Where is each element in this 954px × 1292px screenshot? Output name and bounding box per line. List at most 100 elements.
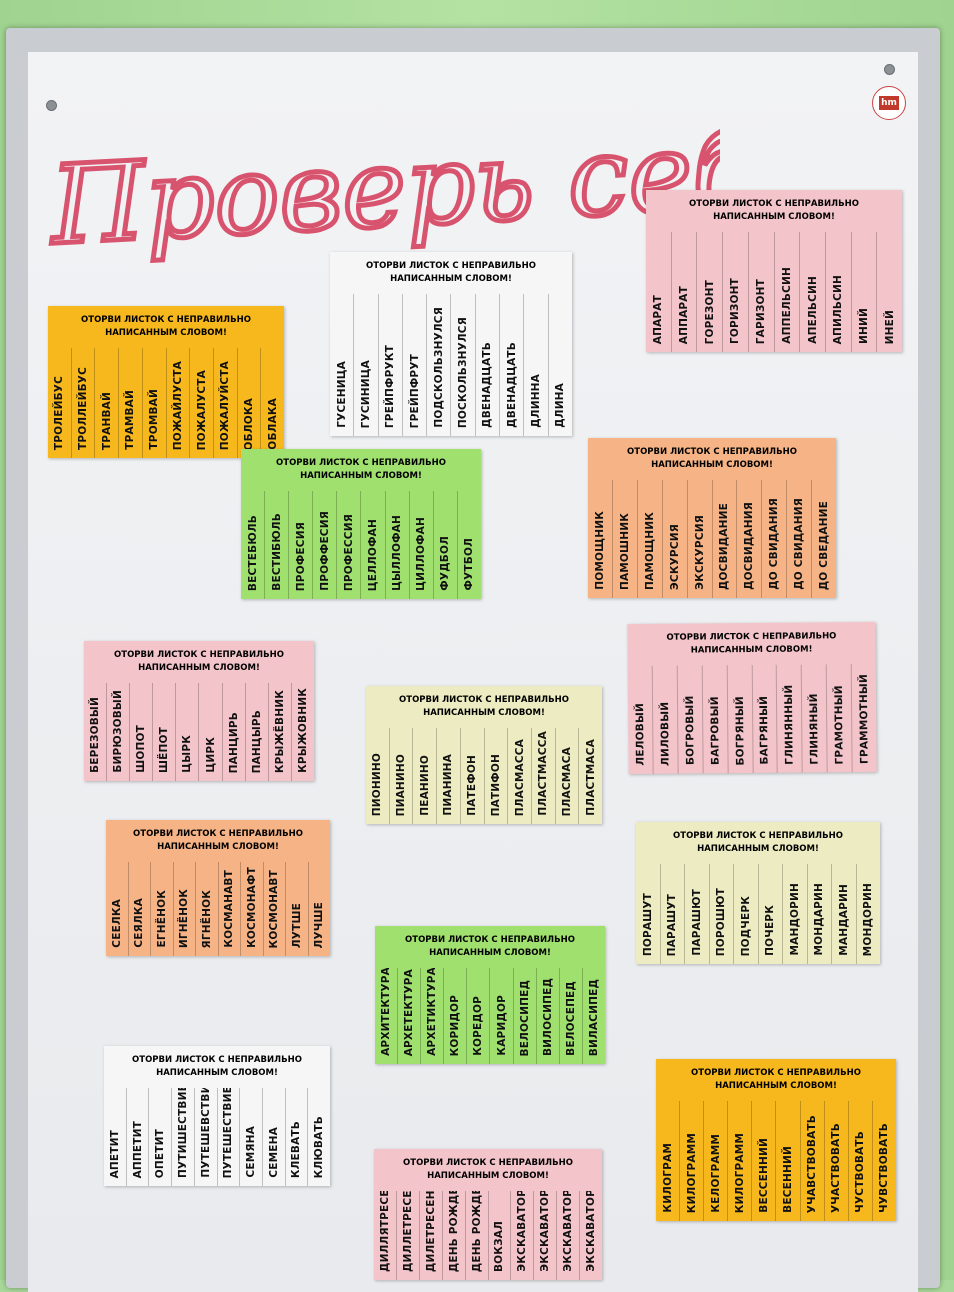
tear-off-strip[interactable]: ПАМОШНИК <box>611 480 637 598</box>
tear-off-strip[interactable]: КАРИДОР <box>489 968 512 1064</box>
tear-off-strip[interactable]: КИЛОГРАММ <box>679 1101 703 1221</box>
tear-off-strip[interactable]: БАГРЯНЫЙ <box>751 664 778 774</box>
tear-off-strip[interactable]: ПУТЕШЕСТВИЕ <box>216 1088 240 1186</box>
tear-off-strip[interactable]: ДЛИННА <box>523 294 547 436</box>
tear-off-strip[interactable]: ЛУЧШЕ <box>307 862 331 956</box>
tear-off-strip[interactable]: ПОЖАЛУСТА <box>189 348 213 458</box>
tear-off-strip[interactable]: ДЛИНА <box>547 294 572 436</box>
tear-off-strip[interactable]: ЦЫРК <box>175 683 198 781</box>
tear-off-strip[interactable]: АРХИТЕКТУРА <box>375 968 397 1064</box>
tear-off-strip[interactable]: БИРЮЗОВЫЙ <box>106 683 129 781</box>
tear-off-strip[interactable]: ПАТЕФОН <box>459 728 484 824</box>
tear-off-strip[interactable]: ДО СВИДАНИЯ <box>786 480 811 598</box>
tear-off-strip[interactable]: ПЕАНИНО <box>412 728 436 824</box>
tear-off-strip[interactable]: КИЛОГРАМ <box>656 1101 679 1221</box>
tear-off-strip[interactable]: ПЛАСМАССА <box>507 728 531 824</box>
tear-off-strip[interactable]: ПАРАШУТ <box>659 864 685 964</box>
tear-off-strip[interactable]: ПРОФЕССИЯ <box>336 491 360 599</box>
tear-off-strip[interactable]: ПАТИФОН <box>483 728 508 824</box>
tear-off-strip[interactable]: ТРАМВАЙ <box>118 348 142 458</box>
tear-off-strip[interactable]: КОСМОНАВТ <box>262 862 286 956</box>
tear-off-strip[interactable]: ПОСКОЛЬЗНУЛСЯ <box>450 294 474 436</box>
tear-off-strip[interactable]: АРХЕТИКТУРА <box>420 968 443 1064</box>
tear-off-strip[interactable]: ЦЕЛЛОФАН <box>360 491 384 599</box>
tear-off-strip[interactable]: ВЕЛОСЕПЕД <box>558 968 582 1064</box>
tear-off-strip[interactable]: ДИЛЕТРЕСЕНИЕ <box>418 1191 442 1280</box>
tear-off-strip[interactable]: ПАНЦИРЬ <box>221 683 245 781</box>
tear-off-strip[interactable]: ОБЛОКА <box>236 348 261 458</box>
tear-off-strip[interactable]: ПЛАСМАСА <box>554 728 579 824</box>
tear-off-strip[interactable]: ПУТЕШЕВСТВИЕ <box>193 1088 217 1186</box>
tear-off-strip[interactable]: СЕЕЛКА <box>106 862 128 956</box>
tear-off-strip[interactable]: ЯГНЁНОК <box>195 862 218 956</box>
tear-off-strip[interactable]: ТРОМВАЙ <box>141 348 166 458</box>
tear-off-strip[interactable]: ПИАНИНА <box>436 728 460 824</box>
tear-off-strip[interactable]: ПОЧЕРК <box>757 864 783 964</box>
tear-off-strip[interactable]: ВЕСТЕБЮЛЬ <box>241 491 264 599</box>
tear-off-strip[interactable]: ШЁПОТ <box>152 683 175 781</box>
tear-off-strip[interactable]: ДВЕНАДЦАТЬ <box>499 294 523 436</box>
tear-off-strip[interactable]: ПОРАШУТ <box>636 864 660 964</box>
tear-off-strip[interactable]: УЧАСТВОВАТЬ <box>823 1101 848 1221</box>
tear-off-strip[interactable]: ДИЛЛЯТРЕСЕНИЕ <box>374 1191 396 1280</box>
tear-off-strip[interactable]: ЧУСТВОВАТЬ <box>847 1101 872 1221</box>
tear-off-strip[interactable]: ВИЛАСИПЕД <box>581 968 605 1064</box>
tear-off-strip[interactable]: ПЛАСТМАСА <box>578 728 602 824</box>
tear-off-strip[interactable]: ГРАММОТНЫЙ <box>850 663 877 773</box>
tear-off-strip[interactable]: ЧУВСТВОВАТЬ <box>871 1101 896 1221</box>
tear-off-strip[interactable]: СЕЯЛКА <box>127 862 151 956</box>
tear-off-strip[interactable]: ГРЕЙПФРУКТ <box>377 294 402 436</box>
tear-off-strip[interactable]: ВИЛОСИПЕД <box>535 968 559 1064</box>
tear-off-strip[interactable]: ЭКСКАВАТОР <box>579 1191 602 1280</box>
tear-off-strip[interactable]: БОГРЯНЫЙ <box>726 665 753 774</box>
tear-off-strip[interactable]: ГРЕЙПФРУТ <box>401 294 426 436</box>
tear-off-strip[interactable]: ЭКСКАВАТОР <box>556 1191 579 1280</box>
tear-off-strip[interactable]: ДОСВИДАНИЯ <box>736 480 761 598</box>
tear-off-strip[interactable]: АППЕТИТ <box>125 1088 149 1186</box>
tear-off-strip[interactable]: ПОМОЩНИК <box>588 480 612 598</box>
tear-off-strip[interactable]: КОСМАНАВТ <box>217 862 241 956</box>
tear-off-strip[interactable]: ДО СВЕДАНИЕ <box>811 480 836 598</box>
tear-off-strip[interactable]: СЕМЯНА <box>239 1088 262 1186</box>
tear-off-strip[interactable]: ЛУТШЕ <box>285 862 308 956</box>
tear-off-strip[interactable]: ГУСЕНИЦА <box>330 294 353 436</box>
tear-off-strip[interactable]: ТРОЛЛЕЙБУС <box>70 348 95 458</box>
tear-off-strip[interactable]: ЭКСКАВАТОР <box>533 1191 556 1280</box>
tear-off-strip[interactable]: МАНДАРИН <box>831 864 856 964</box>
tear-off-strip[interactable]: ОПЕТИТ <box>148 1088 171 1186</box>
tear-off-strip[interactable]: ДО СВИДАНИЯ <box>761 480 786 598</box>
tear-off-strip[interactable]: КОРЕДОР <box>466 968 489 1064</box>
tear-off-strip[interactable]: ГОРЕЗОНТ <box>696 232 722 352</box>
tear-off-strip[interactable]: АПИЛЬСИН <box>824 232 851 352</box>
tear-off-strip[interactable]: ФУДБОЛ <box>432 491 457 599</box>
tear-off-strip[interactable]: ДЕНЬ РОЖДЕНИЯ <box>464 1191 488 1280</box>
tear-off-strip[interactable]: УЧАВСТВОВАТЬ <box>799 1101 824 1221</box>
tear-off-strip[interactable]: ПРОФФЕСИЯ <box>312 491 336 599</box>
tear-off-strip[interactable]: ИНИЙ <box>850 232 877 352</box>
tear-off-strip[interactable]: ВЕССЕННИЙ <box>751 1101 775 1221</box>
tear-off-strip[interactable]: ЛЕЛОВЫЙ <box>628 666 653 774</box>
tear-off-strip[interactable]: ЦИЛЛОФАН <box>408 491 433 599</box>
tear-off-strip[interactable]: АПЕЛЬСИН <box>799 232 825 352</box>
tear-off-strip[interactable]: ГЛИНЯНЫЙ <box>801 664 827 773</box>
tear-off-strip[interactable]: АПАРАТ <box>646 232 671 352</box>
tear-off-strip[interactable]: СЕМЕНА <box>261 1088 285 1186</box>
tear-off-strip[interactable]: МАНДОРИН <box>782 864 807 964</box>
tear-off-strip[interactable]: ГАРИЗОНТ <box>747 232 774 352</box>
tear-off-strip[interactable]: ГРАМОТНЫЙ <box>825 664 852 773</box>
tear-off-strip[interactable]: ЦИРК <box>198 683 221 781</box>
tear-off-strip[interactable]: ЭСКУРСИЯ <box>661 480 687 598</box>
tear-off-strip[interactable]: ЭКСКУРСИЯ <box>686 480 712 598</box>
tear-off-strip[interactable]: ПОЖАЛУЙСТА <box>212 348 237 458</box>
tear-off-strip[interactable]: ТРОЛЕЙБУС <box>48 348 71 458</box>
tear-off-strip[interactable]: ДИЛЛЕТРЕСЕНИЕ <box>395 1191 419 1280</box>
tear-off-strip[interactable]: ЭКСКАВАТОР <box>510 1191 533 1280</box>
tear-off-strip[interactable]: ЕГНЁНОК <box>150 862 173 956</box>
tear-off-strip[interactable]: БОГРОВЫЙ <box>676 665 703 774</box>
tear-off-strip[interactable]: ПУТИШЕСТВИЕ <box>171 1088 194 1186</box>
tear-off-strip[interactable]: ГУСИНИЦА <box>353 294 377 436</box>
tear-off-strip[interactable]: ПИОНИНО <box>366 728 389 824</box>
tear-off-strip[interactable]: БЕРЕЗОВЫЙ <box>84 683 106 781</box>
tear-off-strip[interactable]: ЦЫЛЛОФАН <box>384 491 409 599</box>
tear-off-strip[interactable]: АППАРАТ <box>670 232 697 352</box>
